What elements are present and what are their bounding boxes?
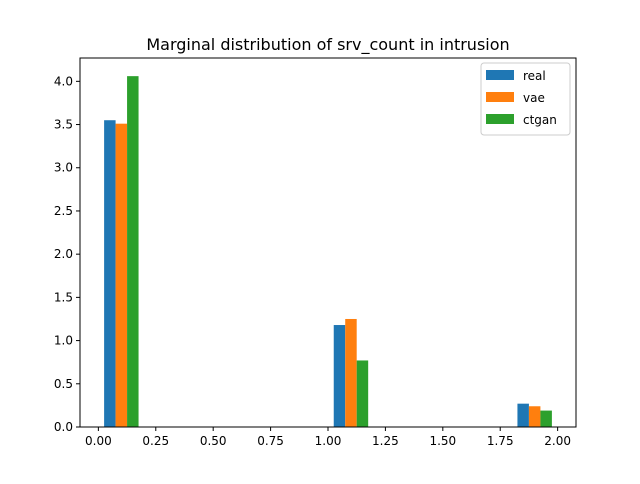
x-tick-label: 1.75 — [487, 434, 514, 448]
y-tick-label: 2.5 — [54, 204, 73, 218]
y-tick-label: 0.5 — [54, 377, 73, 391]
axes-layer: 0.00 0.25 0.50 0.75 1.00 1.25 1.50 1.75 2.00 0.0 0… — [54, 57, 577, 448]
x-tick-label: 0.50 — [200, 434, 227, 448]
legend-label-real: real — [523, 69, 546, 83]
bar-ctgan-1 — [356, 360, 369, 427]
legend-label-vae: vae — [523, 91, 545, 105]
bar-vae-0 — [115, 123, 128, 428]
x-tick-label: 0.25 — [142, 434, 169, 448]
bar-vae-2 — [528, 406, 541, 427]
x-tick-label: 1.25 — [372, 434, 399, 448]
x-tick-label: 0.00 — [85, 434, 112, 448]
y-tick-label: 1.5 — [54, 290, 73, 304]
bar-ctgan-2 — [540, 410, 552, 427]
legend-swatch-ctgan — [486, 114, 514, 124]
x-tick-label: 0.75 — [257, 434, 284, 448]
bars-layer — [104, 76, 552, 428]
legend-swatch-real — [486, 70, 514, 80]
bar-real-0 — [104, 120, 116, 427]
y-tick-label: 0.0 — [54, 420, 73, 434]
bar-ctgan-0 — [127, 76, 139, 428]
y-tick-label: 3.0 — [54, 161, 73, 175]
x-tick-label: 2.00 — [544, 434, 571, 448]
y-tick-label: 4.0 — [54, 74, 73, 88]
bar-real-2 — [517, 403, 529, 427]
y-tick-label: 1.0 — [54, 334, 73, 348]
y-tick-label: 3.5 — [54, 118, 73, 132]
x-tick-label: 1.00 — [315, 434, 342, 448]
chart-title: Marginal distribution of srv_count in in… — [146, 35, 509, 55]
x-tick-label: 1.50 — [429, 434, 456, 448]
legend-label-ctgan: ctgan — [523, 113, 557, 127]
bar-real-1 — [333, 325, 346, 427]
y-tick-label: 2.0 — [54, 247, 73, 261]
bar-vae-1 — [345, 318, 357, 427]
legend-swatch-vae — [486, 92, 514, 102]
legend: real vae ctgan — [480, 62, 571, 136]
